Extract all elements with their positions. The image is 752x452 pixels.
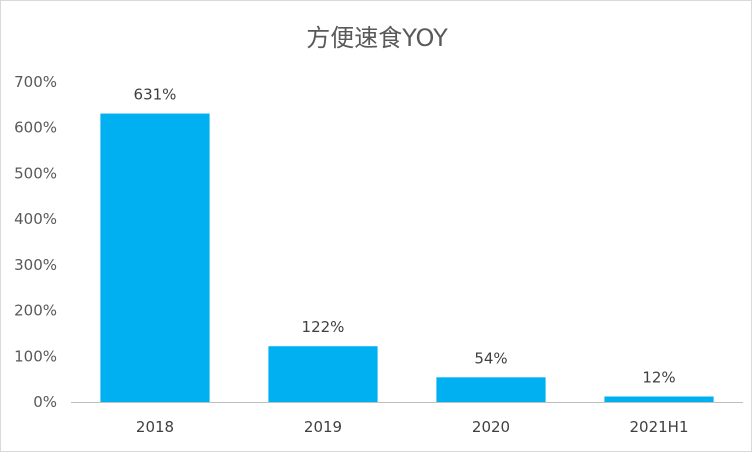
y-tick-label: 100% (14, 347, 57, 365)
chart-title: 方便速食YOY (306, 24, 448, 52)
y-tick-label: 400% (14, 210, 57, 228)
y-tick-label: 0% (33, 393, 57, 411)
category-label: 2021H1 (630, 418, 689, 436)
y-axis: 0% 100% 200% 300% 400% 500% 600% 700% (14, 73, 57, 411)
y-tick-label: 600% (14, 119, 57, 137)
data-label: 631% (134, 86, 177, 104)
category-label: 2019 (304, 418, 342, 436)
bar (100, 113, 210, 403)
category-label: 2018 (136, 418, 174, 436)
y-tick-label: 500% (14, 164, 57, 182)
x-axis: 2018 2019 2020 2021H1 (136, 418, 689, 436)
data-label: 122% (302, 318, 345, 336)
bars: 631% 122% 54% 12% (100, 86, 714, 403)
data-label: 54% (474, 349, 507, 367)
category-label: 2020 (472, 418, 510, 436)
bar (268, 346, 378, 402)
bar (436, 377, 546, 402)
data-label: 12% (642, 369, 675, 387)
y-tick-label: 300% (14, 256, 57, 274)
bar (604, 396, 714, 402)
y-tick-label: 700% (14, 73, 57, 91)
y-tick-label: 200% (14, 302, 57, 320)
